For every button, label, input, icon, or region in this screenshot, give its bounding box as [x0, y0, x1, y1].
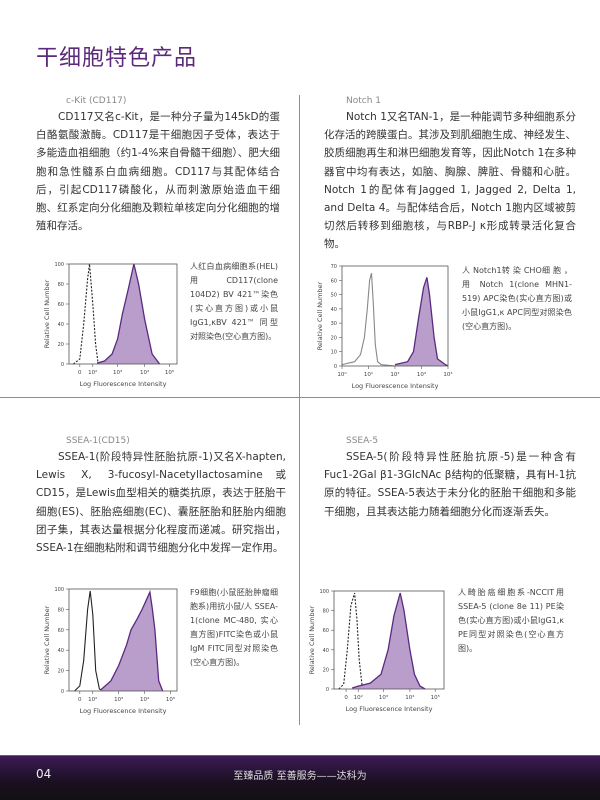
y-tick-label: 80 — [58, 282, 64, 288]
section-body-notch1: Notch 1又名TAN-1，是一种能调节多种细胞系分化存活的跨膜蛋白。其涉及到… — [324, 111, 576, 251]
caption-ssea1: F9细胞(小鼠胚胎肿瘤细胞系)用抗小鼠/人 SSEA-1(clone MC-48… — [190, 588, 278, 667]
histogram-line-isotype — [341, 272, 396, 367]
x-axis-label: Log Fluorescence Intensity — [352, 382, 439, 390]
y-tick-label: 50 — [331, 293, 337, 299]
page-title: 干细胞特色产品 — [36, 46, 198, 71]
y-tick-label: 20 — [331, 335, 337, 341]
x-tick-label: 10⁵ — [165, 369, 174, 376]
x-tick-label: 10² — [390, 371, 399, 378]
caption-notch1: 人 Notch1转 染 CHO细 胞 ，用 Notch 1(clone MHN1… — [462, 266, 572, 331]
y-tick-label: 60 — [323, 628, 329, 634]
section-heading-ssea1: SSEA-1(CD15) — [66, 436, 130, 446]
section-heading-ckit: c-Kit (CD117) — [66, 96, 127, 106]
x-tick-label: 10⁴ — [443, 371, 453, 378]
section-heading-notch1: Notch 1 — [346, 96, 382, 106]
histogram-line-stained — [394, 277, 449, 367]
histogram-fill-stained — [395, 277, 448, 366]
section-body-ckit: CD117又名c-Kit，是一种分子量为145kD的蛋白酪氨酸激酶。CD117是… — [36, 111, 280, 233]
section-heading-ssea5: SSEA-5 — [346, 436, 379, 446]
histogram-fill-stained — [352, 593, 426, 689]
plot-frame — [333, 590, 445, 690]
x-tick-label: 10⁵ — [166, 696, 175, 703]
y-tick-label: 0 — [326, 687, 329, 693]
y-tick-label: 60 — [331, 278, 337, 284]
histogram-line-isotype — [74, 590, 104, 692]
caption-ckit: 人红白血病细胞系(HEL)用CD117(clone 104D2) BV 421™… — [190, 262, 278, 341]
plot-frame — [68, 588, 178, 692]
y-tick-label: 0 — [61, 362, 64, 368]
x-tick-label: 10⁴ — [405, 694, 415, 701]
y-axis-label: Relative Cell Number — [43, 279, 51, 348]
y-tick-label: 10 — [331, 350, 337, 356]
row-divider — [0, 397, 600, 398]
y-axis-label: Relative Cell Number — [316, 281, 324, 350]
column-divider — [299, 95, 300, 725]
section-body-ssea5: SSEA-5(阶段特异性胚胎抗原-5)是一种含有Fuc1-2Gal β1-3Gl… — [324, 451, 576, 518]
x-tick-label: 10⁵ — [431, 694, 440, 701]
histogram-line-stained — [352, 592, 426, 690]
histogram-notch1: 0 10 20 30 40 50 60 70 10⁰ 10¹ 10² 10³ 10⁴ Log Fluore… — [316, 264, 453, 390]
plot-frame — [68, 263, 178, 365]
y-tick-label: 40 — [323, 648, 329, 654]
y-tick-label: 80 — [58, 607, 64, 613]
x-tick-label: 10⁴ — [140, 696, 150, 703]
x-tick-label: 10² — [354, 694, 363, 701]
x-tick-label: 10³ — [379, 694, 388, 701]
y-tick-label: 100 — [54, 587, 64, 593]
y-axis-label: Relative Cell Number — [308, 605, 316, 674]
y-tick-label: 70 — [331, 264, 337, 270]
histogram-fill-stained — [97, 264, 160, 364]
x-axis-label: Log Fluorescence Intensity — [80, 380, 167, 388]
histogram-ssea1: 0 20 40 60 80 100 0 10² 10³ 10⁴ 10⁵ Log Fluorescenc… — [43, 587, 178, 715]
histogram-fill-stained — [100, 592, 163, 691]
y-tick-label: 40 — [58, 648, 64, 654]
y-tick-label: 20 — [58, 342, 64, 348]
y-tick-label: 20 — [323, 667, 329, 673]
x-tick-label: 0 — [78, 370, 82, 376]
x-tick-label: 10² — [88, 696, 97, 703]
x-axis-label: Log Fluorescence Intensity — [346, 705, 433, 713]
y-tick-label: 80 — [323, 609, 329, 615]
y-tick-label: 100 — [54, 262, 64, 268]
histogram-line-stained — [100, 589, 164, 692]
x-tick-label: 0 — [78, 697, 82, 703]
y-tick-label: 100 — [319, 589, 329, 595]
y-tick-label: 0 — [334, 364, 337, 370]
y-axis-label: Relative Cell Number — [43, 605, 51, 674]
y-tick-label: 40 — [58, 322, 64, 328]
y-tick-label: 40 — [331, 307, 337, 313]
section-body-ssea1: SSEA-1(阶段特异性胚胎抗原-1)又名X-hapten, Lewis X, … — [36, 451, 286, 555]
x-tick-label: 10¹ — [364, 371, 373, 378]
y-tick-label: 30 — [331, 321, 337, 327]
histogram-line-isotype — [338, 592, 366, 690]
histogram-ssea5: 0 20 40 60 80 100 0 10² 10³ 10⁴ 10⁵ Log Fluorescenc… — [308, 589, 445, 713]
x-tick-label: 10³ — [114, 696, 123, 703]
x-tick-label: 0 — [344, 695, 348, 701]
histogram-line-stained — [96, 263, 161, 365]
y-tick-label: 20 — [58, 669, 64, 675]
y-tick-label: 60 — [58, 628, 64, 634]
x-tick-label: 10³ — [113, 369, 122, 376]
y-tick-label: 0 — [61, 689, 64, 695]
page-number: 04 — [36, 767, 52, 781]
x-tick-label: 10² — [88, 369, 97, 376]
x-tick-label: 10³ — [417, 371, 426, 378]
x-tick-label: 10⁰ — [337, 371, 347, 378]
footer-bar: 04 至臻品质 至善服务——达科为 — [0, 755, 600, 800]
y-tick-label: 60 — [58, 302, 64, 308]
x-tick-label: 10⁴ — [140, 369, 150, 376]
footer-slogan: 至臻品质 至善服务——达科为 — [233, 771, 367, 782]
x-axis-label: Log Fluorescence Intensity — [80, 707, 167, 715]
histogram-ckit: 0 20 40 60 80 100 0 10² 10³ 10⁴ 10⁵ Log Fluorescenc… — [43, 262, 178, 388]
caption-ssea5: 人畸胎癌细胞系-NCCIT用SSEA-5 (clone 8e 11) PE染色(… — [458, 588, 564, 653]
histogram-line-isotype — [72, 263, 101, 365]
